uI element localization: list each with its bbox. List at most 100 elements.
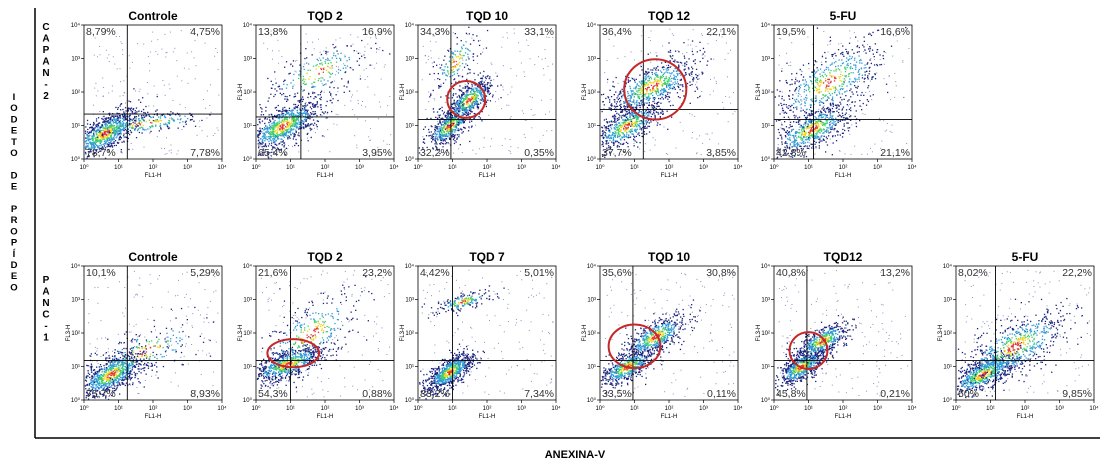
scatter-point: [306, 113, 308, 115]
scatter-point: [477, 90, 479, 92]
scatter-point: [445, 79, 447, 81]
scatter-point: [650, 78, 653, 80]
scatter-point: [96, 145, 99, 148]
scatter-point: [467, 53, 469, 55]
scatter-point: [647, 111, 649, 114]
scatter-point: [321, 135, 323, 137]
scatter-point: [356, 50, 358, 52]
scatter-point: [676, 81, 679, 83]
scatter-point: [465, 108, 468, 110]
scatter-point: [445, 95, 447, 97]
scatter-point: [467, 130, 470, 132]
scatter-point: [279, 129, 281, 132]
scatter-point: [645, 109, 647, 112]
scatter-point: [667, 64, 670, 66]
scatter-point: [652, 97, 655, 100]
scatter-point: [164, 153, 166, 155]
scatter-point: [458, 96, 461, 98]
scatter-point: [270, 80, 272, 82]
scatter-point: [666, 110, 668, 112]
scatter-point: [453, 131, 455, 133]
scatter-point: [677, 85, 679, 88]
scatter-point: [133, 118, 135, 120]
scatter-point: [462, 93, 464, 96]
scatter-point: [116, 124, 118, 126]
scatter-point: [470, 109, 472, 111]
scatter-point: [158, 130, 160, 132]
scatter-point: [90, 147, 93, 149]
scatter-point: [659, 117, 661, 119]
scatter-point: [476, 104, 478, 106]
scatter-point: [130, 110, 132, 112]
scatter-point: [443, 121, 445, 123]
scatter-point: [447, 71, 449, 73]
scatter-point: [185, 123, 187, 125]
scatter-point: [619, 129, 621, 131]
scatter-point: [141, 117, 143, 119]
scatter-point: [307, 123, 309, 125]
scatter-point: [272, 84, 274, 86]
scatter-point: [106, 124, 108, 126]
y-tick-label: 10²: [405, 90, 414, 96]
scatter-point: [481, 77, 484, 79]
scatter-point: [292, 129, 294, 131]
scatter-point: [643, 98, 645, 100]
scatter-point: [89, 126, 92, 129]
scatter-point: [304, 108, 306, 110]
scatter-point: [316, 101, 318, 103]
scatter-point: [270, 136, 272, 138]
scatter-point: [443, 131, 445, 134]
scatter-point: [462, 69, 464, 71]
scatter-point: [473, 39, 475, 42]
scatter-point: [294, 114, 296, 116]
scatter-point: [264, 140, 266, 142]
scatter-point: [657, 94, 659, 97]
scatter-point: [282, 134, 284, 136]
scatter-point: [107, 145, 110, 147]
scatter-point: [613, 126, 615, 129]
scatter-point: [607, 96, 609, 98]
scatter-point: [365, 29, 367, 31]
scatter-point: [293, 133, 296, 135]
scatter-point: [86, 131, 89, 133]
scatter-point: [513, 32, 515, 34]
scatter-point: [119, 105, 121, 107]
scatter-point: [318, 78, 320, 80]
scatter-point: [271, 151, 273, 153]
scatter-point: [619, 143, 622, 145]
scatter-point: [305, 109, 308, 111]
scatter-point: [631, 121, 634, 124]
scatter-point: [642, 99, 644, 101]
scatter-point: [172, 118, 174, 120]
x-axis-label: FL1-H: [479, 173, 496, 179]
scatter-point: [106, 131, 108, 134]
scatter-point: [626, 105, 628, 107]
scatter-point: [657, 82, 659, 85]
scatter-point: [423, 128, 425, 130]
scatter-point: [470, 93, 473, 95]
scatter-point: [623, 151, 625, 153]
scatter-point: [461, 120, 463, 122]
scatter-point: [606, 140, 608, 142]
scatter-point: [296, 125, 298, 127]
scatter-point: [323, 79, 325, 81]
scatter-point: [477, 108, 479, 110]
scatter-point: [351, 109, 353, 111]
x-axis-title: ANEXINA-V: [545, 449, 606, 461]
scatter-point: [650, 69, 652, 71]
scatter-point: [92, 139, 94, 141]
scatter-point: [443, 119, 445, 122]
scatter-point: [635, 120, 638, 122]
scatter-point: [282, 93, 285, 95]
scatter-point: [455, 60, 457, 63]
scatter-point: [483, 48, 485, 50]
scatter-point: [86, 145, 88, 147]
scatter-point: [296, 92, 299, 94]
scatter-point: [453, 124, 455, 127]
scatter-point: [610, 96, 613, 98]
scatter-point: [166, 124, 168, 127]
scatter-point: [168, 122, 170, 125]
scatter-point: [287, 138, 289, 140]
scatter-point: [170, 114, 172, 116]
scatter-point: [103, 130, 105, 132]
